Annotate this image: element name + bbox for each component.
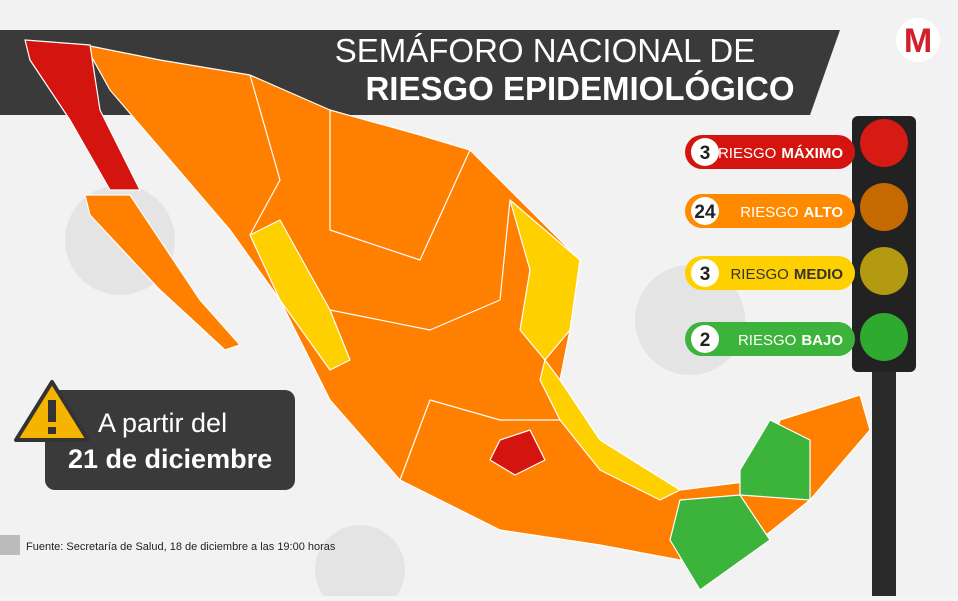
border xyxy=(249,74,281,236)
legend-label: RIESGO BAJO xyxy=(738,332,843,349)
risk-level: MEDIO xyxy=(794,266,844,283)
count: 3 xyxy=(700,143,711,164)
legend-item: 2 RIESGO BAJO xyxy=(685,322,855,356)
legend-item: 3 RIESGO MEDIO xyxy=(685,256,855,290)
campeche-bajo xyxy=(739,419,811,501)
count-badge xyxy=(691,325,719,353)
risk-word: RIESGO xyxy=(718,145,776,162)
traffic-light xyxy=(852,116,916,596)
border xyxy=(329,110,471,261)
bc-maximo xyxy=(24,39,141,191)
count: 2 xyxy=(700,330,711,351)
legend-pill xyxy=(685,322,855,356)
notice-line1: A partir del xyxy=(98,408,227,438)
title-line1: SEMÁFORO NACIONAL DE xyxy=(335,32,756,69)
notice: A partir del 21 de diciembre xyxy=(14,380,295,490)
count-badge xyxy=(691,259,719,287)
legend: 3 RIESGO MÁXIMO 24 RIESGO ALTO 3 RIESGO MEDIO 2 RI… xyxy=(685,135,855,356)
map xyxy=(24,39,871,591)
count: 3 xyxy=(700,264,711,285)
count-badge xyxy=(691,138,719,166)
legend-item: 3 RIESGO MÁXIMO xyxy=(685,135,855,169)
risk-word: RIESGO xyxy=(740,204,798,221)
risk-level: BAJO xyxy=(801,332,843,349)
border xyxy=(399,399,560,481)
legend-label: RIESGO MÁXIMO xyxy=(718,145,843,162)
legend-label: RIESGO MEDIO xyxy=(730,266,843,283)
title-line2: RIESGO EPIDEMIOLÓGICO xyxy=(365,70,794,107)
logo: M xyxy=(904,22,932,60)
chiapas-bajo xyxy=(669,494,771,591)
border xyxy=(329,199,511,331)
centro-maximo xyxy=(489,429,546,476)
veracruz-medio xyxy=(539,359,681,501)
sinaloa-medio xyxy=(249,219,351,371)
bcs-alto xyxy=(84,194,241,351)
notice-line2: 21 de diciembre xyxy=(68,444,272,474)
count-badge xyxy=(691,197,719,225)
legend-pill xyxy=(685,135,855,169)
risk-word: RIESGO xyxy=(738,332,796,349)
legend-item: 24 RIESGO ALTO xyxy=(685,194,855,228)
legend-pill xyxy=(685,194,855,228)
source: Fuente: Secretaría de Salud, 18 de dicie… xyxy=(26,541,336,553)
mainland-alto xyxy=(84,44,871,561)
source-mark xyxy=(0,535,20,555)
legend-pill xyxy=(685,256,855,290)
logo-bg xyxy=(896,18,940,62)
risk-level: ALTO xyxy=(804,204,844,221)
risk-level: MÁXIMO xyxy=(781,145,843,162)
risk-word: RIESGO xyxy=(730,266,788,283)
count: 24 xyxy=(694,202,716,223)
legend-label: RIESGO ALTO xyxy=(740,204,843,221)
